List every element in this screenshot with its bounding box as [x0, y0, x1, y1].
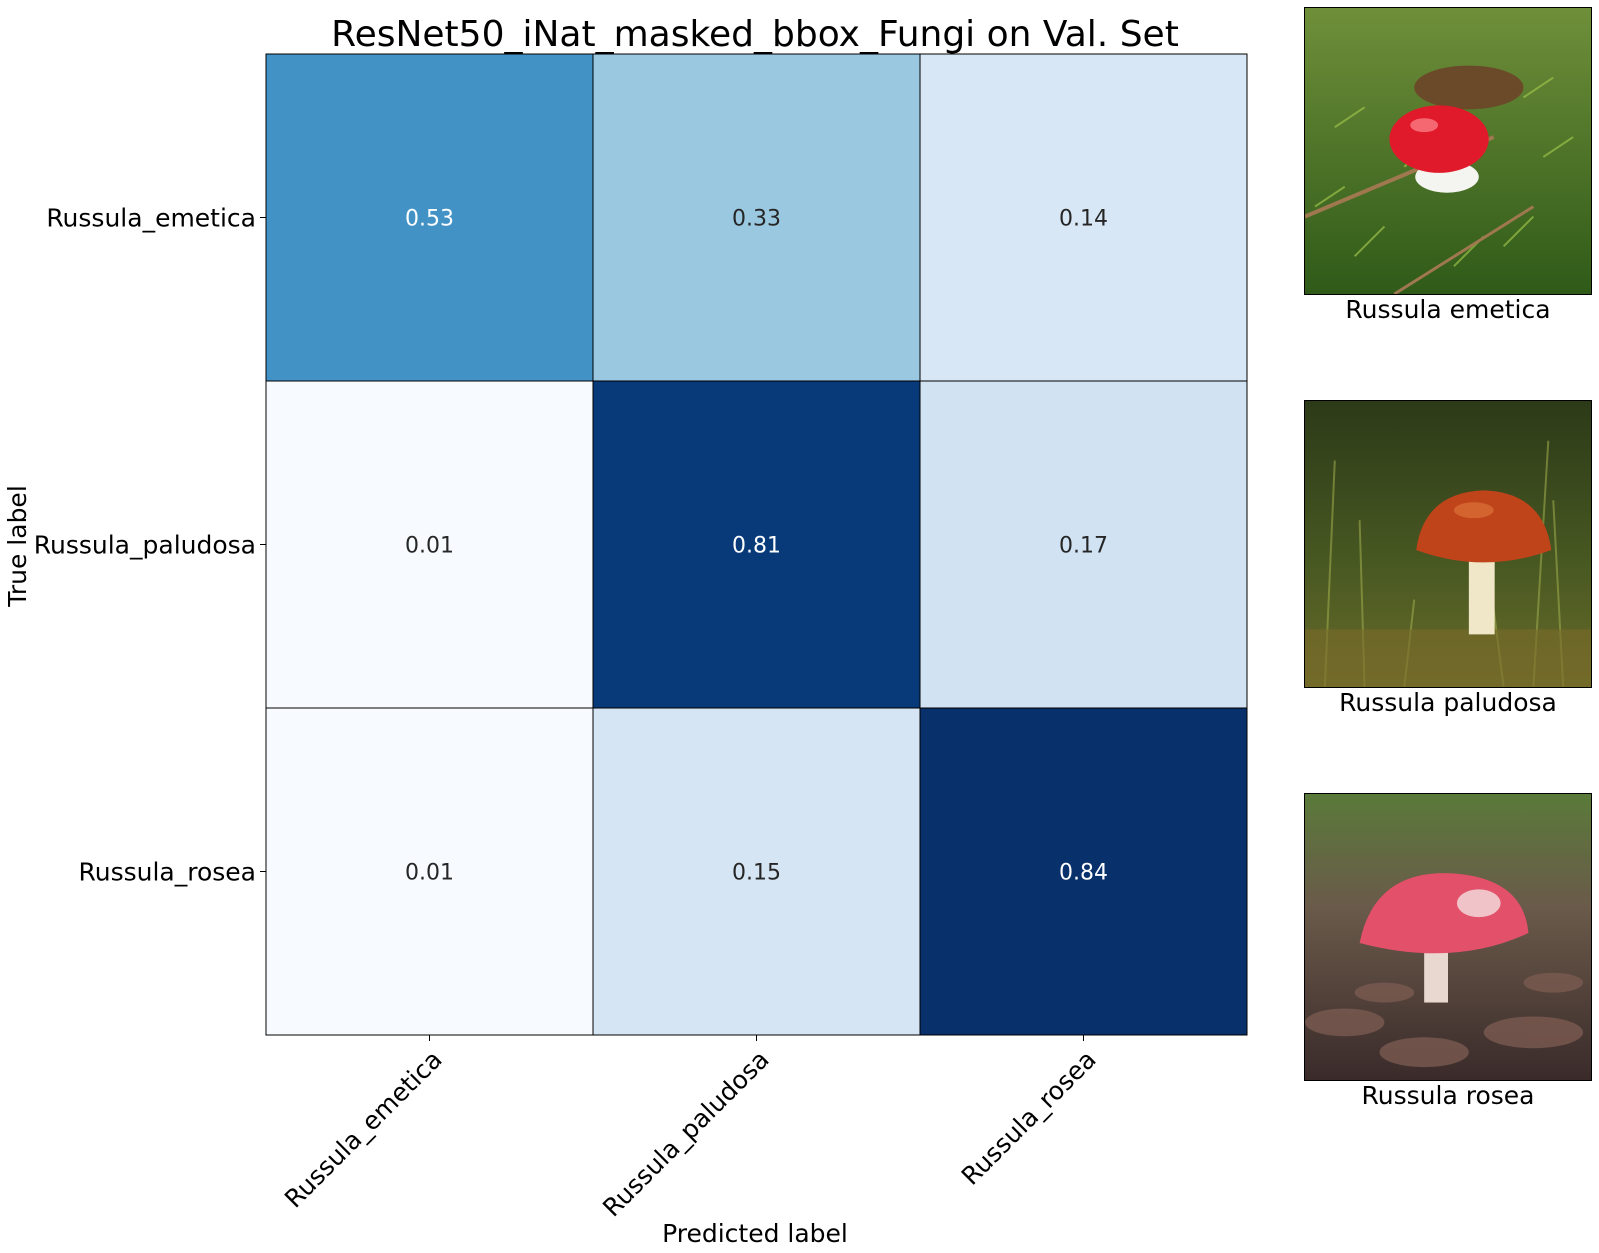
cell-value-label: 0.53 [405, 207, 454, 232]
cell-value-label: 0.01 [405, 861, 454, 886]
confusion-matrix-chart: ResNet50_iNat_masked_bbox_Fungi on Val. … [3, 14, 1248, 1248]
chart-title: ResNet50_iNat_masked_bbox_Fungi on Val. … [331, 14, 1179, 55]
y-tick-label: Russula_emetica [46, 204, 256, 233]
cell-value-label: 0.81 [732, 534, 781, 559]
cell-value-label: 0.17 [1059, 534, 1108, 559]
heatmap-cell [592, 707, 921, 1036]
cell-value-label: 0.01 [405, 534, 454, 559]
heatmap-cell [265, 707, 594, 1036]
example-caption-rosea: Russula rosea [1361, 1081, 1535, 1110]
cell-value-label: 0.15 [732, 861, 781, 886]
example-photo-emetica [1304, 7, 1592, 295]
cell-value-label: 0.33 [732, 207, 781, 232]
cell-value-label: 0.84 [1059, 861, 1108, 886]
heatmap-cell [592, 53, 921, 382]
y-axis-label: True label [3, 485, 32, 608]
heatmap-cell [919, 53, 1248, 382]
heatmap-cell [592, 380, 921, 709]
cell-value-label: 0.14 [1059, 207, 1108, 232]
heatmap-cells: 0.53 0.33 0.14 0.01 0.81 0.17 0.01 0.15 0.84 [265, 53, 1248, 1036]
y-tick-label: Russula_paludosa [34, 531, 256, 560]
x-tick-label: Russula_emetica [279, 1045, 448, 1214]
x-tick-label: Russula_paludosa [597, 1045, 775, 1223]
heatmap-cell [265, 380, 594, 709]
x-axis-label: Predicted label [662, 1219, 848, 1248]
example-caption-emetica: Russula emetica [1345, 295, 1551, 324]
y-tick-label: Russula_rosea [78, 858, 256, 887]
example-photo-paludosa [1304, 400, 1592, 688]
heatmap-cell [919, 380, 1248, 709]
example-photo-rosea [1304, 793, 1592, 1081]
example-caption-paludosa: Russula paludosa [1339, 688, 1557, 717]
heatmap-cell [265, 53, 594, 382]
x-tick-label: Russula_rosea [956, 1045, 1102, 1191]
